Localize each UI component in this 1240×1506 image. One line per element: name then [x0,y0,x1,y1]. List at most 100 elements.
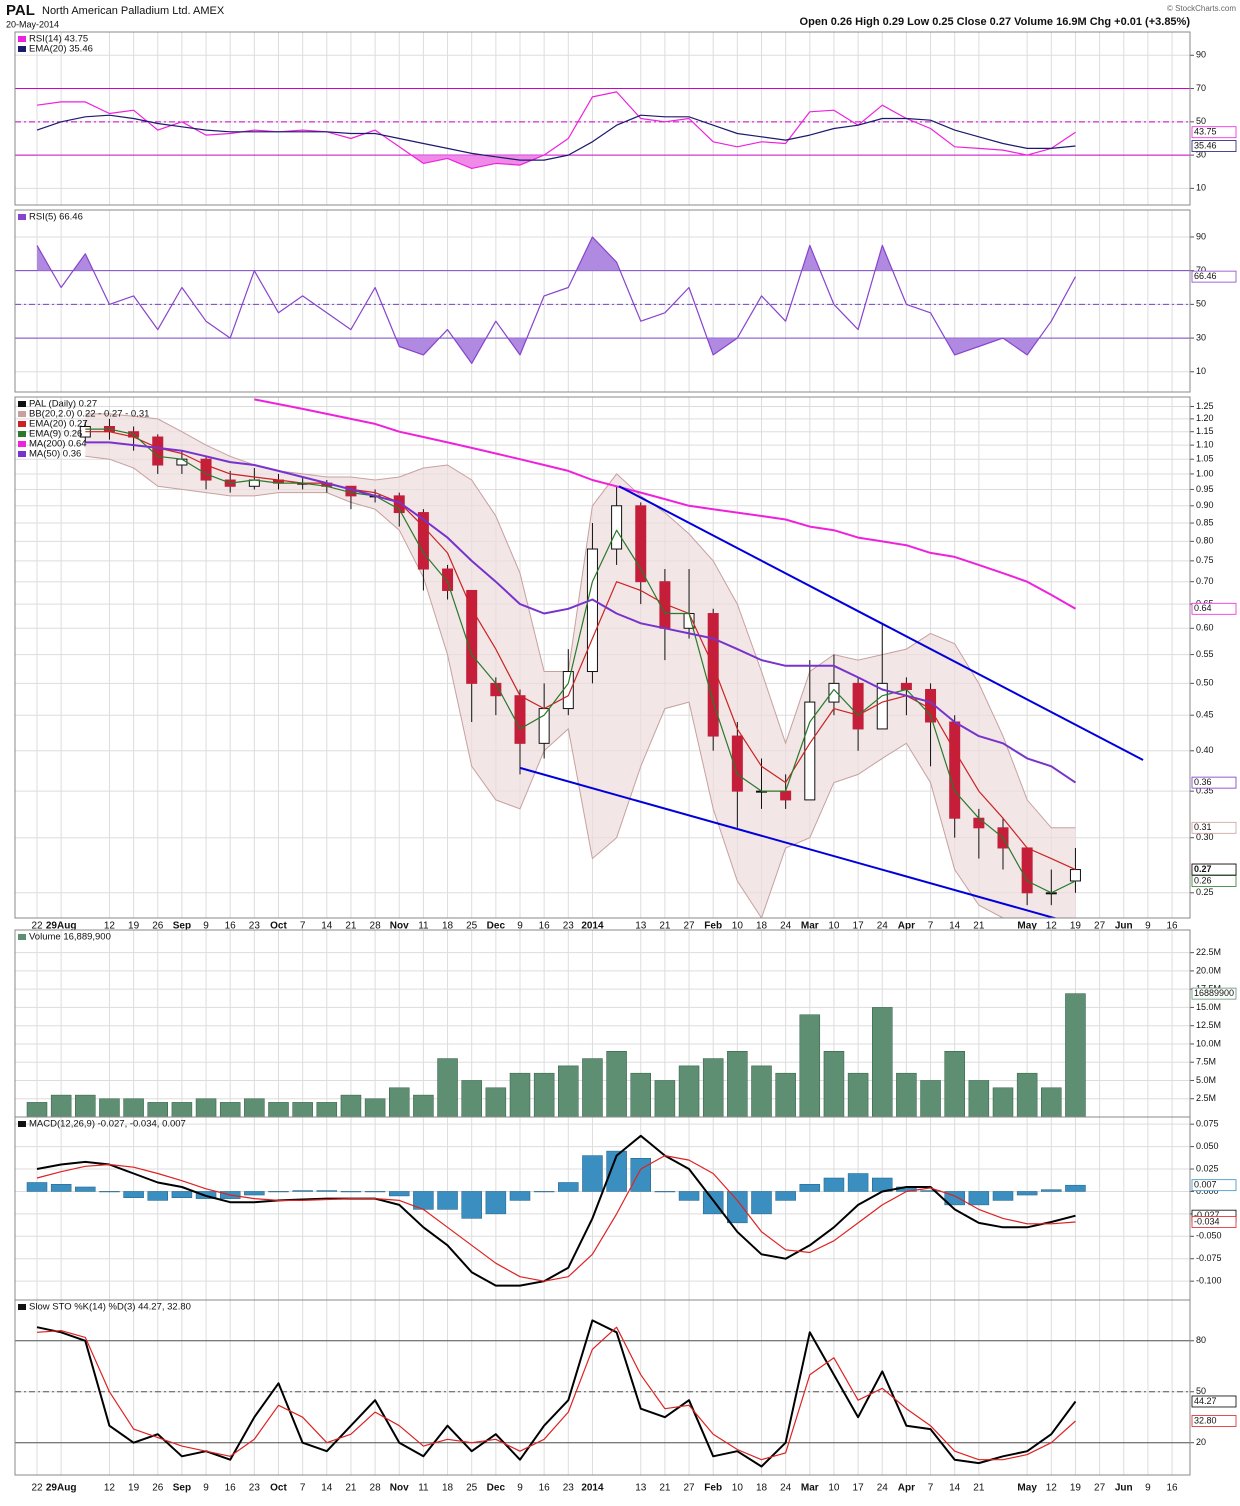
volume-bar [968,1080,990,1117]
value-tag-box [1191,1415,1237,1427]
series-line [85,428,1076,894]
x-tick-label: 22 [31,921,43,932]
x-tick-label: 23 [563,921,575,932]
x-tick-label: 13 [635,921,647,932]
value-tag-box [1191,776,1237,789]
x-tick-label: 16 [539,921,551,932]
volume-bar [389,1087,410,1117]
x-tick-label: 19 [128,1483,140,1494]
x-tick-label: 18 [756,1483,768,1494]
legend-label: EMA(9) 0.26 [29,429,82,440]
y-tick-label: 0.40 [1196,745,1214,755]
legend-swatch [18,46,26,52]
y-tick-label: 15.0M [1196,1002,1221,1012]
x-tick-label: 16 [225,921,237,932]
company-name: North American Palladium Ltd. AMEX [42,5,225,17]
y-tick-label: 0.75 [1196,555,1214,565]
x-tick-label: 12 [104,1483,116,1494]
y-tick-label: 70 [1196,83,1206,93]
candle-body [538,708,550,744]
value-tag: 43.75 [1194,127,1217,137]
candle-body [731,735,743,792]
x-tick-label: Mar [801,921,819,932]
volume-bar [654,1080,676,1117]
histogram-bar [847,1173,869,1192]
x-tick-label: May [1017,1483,1037,1494]
value-tag-box [1191,863,1237,876]
candle-body [393,495,405,514]
series-line [85,441,1077,784]
volume-bar [268,1102,289,1117]
histogram-bar [751,1191,772,1215]
series-line [36,1134,1076,1287]
candle-body [562,671,574,710]
plot-area [36,91,1076,169]
legend-swatch [18,441,26,447]
candle-body [586,548,598,673]
y-tick-label: 80 [1196,1335,1206,1345]
series-line [36,1155,1076,1282]
legend-label: BB(20,2.0) 0.22 - 0.27 - 0.31 [29,409,149,420]
x-tick-label: 9 [203,1483,209,1494]
legend-swatch [18,451,26,457]
y-tick-label: 7.5M [1196,1057,1216,1067]
volume-bar [606,1051,627,1117]
x-tick-label: 21 [659,921,671,932]
histogram-bar [244,1191,265,1196]
x-tick-label: Mar [801,1483,819,1494]
histogram-bar [461,1191,482,1219]
y-tick-label: 20 [1196,1437,1206,1447]
value-tag-box [1191,875,1237,887]
volume-bar [99,1098,120,1117]
volume-bar [75,1094,96,1117]
x-tick-label: Apr [898,1483,915,1494]
x-tick-label: 25 [466,1483,478,1494]
y-tick-label: 0.45 [1196,710,1214,720]
x-tick-label: 11 [418,1483,429,1494]
x-tick-label: 9 [517,921,523,932]
x-tick-label: 24 [877,921,889,932]
y-tick-label: 90 [1196,231,1206,241]
y-tick-label: -0.050 [1196,1231,1222,1241]
x-tick-label: 21 [659,1483,671,1494]
y-tick-label: 1.05 [1196,454,1214,464]
x-tick-label: 24 [780,921,792,932]
x-tick-label: 9 [203,921,209,932]
legend-swatch [18,401,26,407]
y-tick-label: 5.0M [1196,1075,1216,1085]
legend-label: MA(50) 0.36 [29,449,81,460]
legend-label: MA(200) 0.64 [29,439,87,450]
legend-label: EMA(20) 35.46 [29,44,93,55]
panel: 2.5M5.0M7.5M10.0M12.5M15.0M17.5M20.0M22.… [14,929,1237,1118]
y-tick-label: 0.050 [1196,1141,1219,1151]
volume-bar [533,1072,555,1117]
candle-body [176,458,188,466]
series-line [85,431,1076,871]
panel: 10 30 50 70 90 RSI(5) 66.46 66.46 [14,209,1237,393]
volume-bar [1041,1087,1062,1117]
volume-bar [50,1094,72,1117]
volume-bar [678,1065,700,1117]
y-tick-label: 10 [1196,366,1206,376]
legend-swatch [18,411,26,417]
x-tick-label: Sep [173,921,191,932]
series-line [36,91,1076,169]
band-lower [85,455,1029,918]
legend-swatch [18,934,26,940]
x-tick-label: 10 [732,1483,744,1494]
volume-bar [244,1098,265,1117]
legend-label: RSI(5) 66.46 [29,212,83,223]
x-tick-label: 19 [1070,1483,1082,1494]
x-tick-label: Nov [390,921,409,932]
value-tag-box [1191,126,1237,139]
histogram-bar [292,1190,313,1192]
value-tag-box [1191,1395,1237,1408]
histogram-bar [26,1182,48,1192]
volume-bar [147,1102,168,1117]
x-tick-label: 19 [1070,921,1082,932]
histogram-bar [1041,1189,1062,1192]
plot-area [26,1134,1086,1287]
histogram-bar [992,1191,1014,1201]
legend-label: Volume 16,889,900 [29,932,111,943]
